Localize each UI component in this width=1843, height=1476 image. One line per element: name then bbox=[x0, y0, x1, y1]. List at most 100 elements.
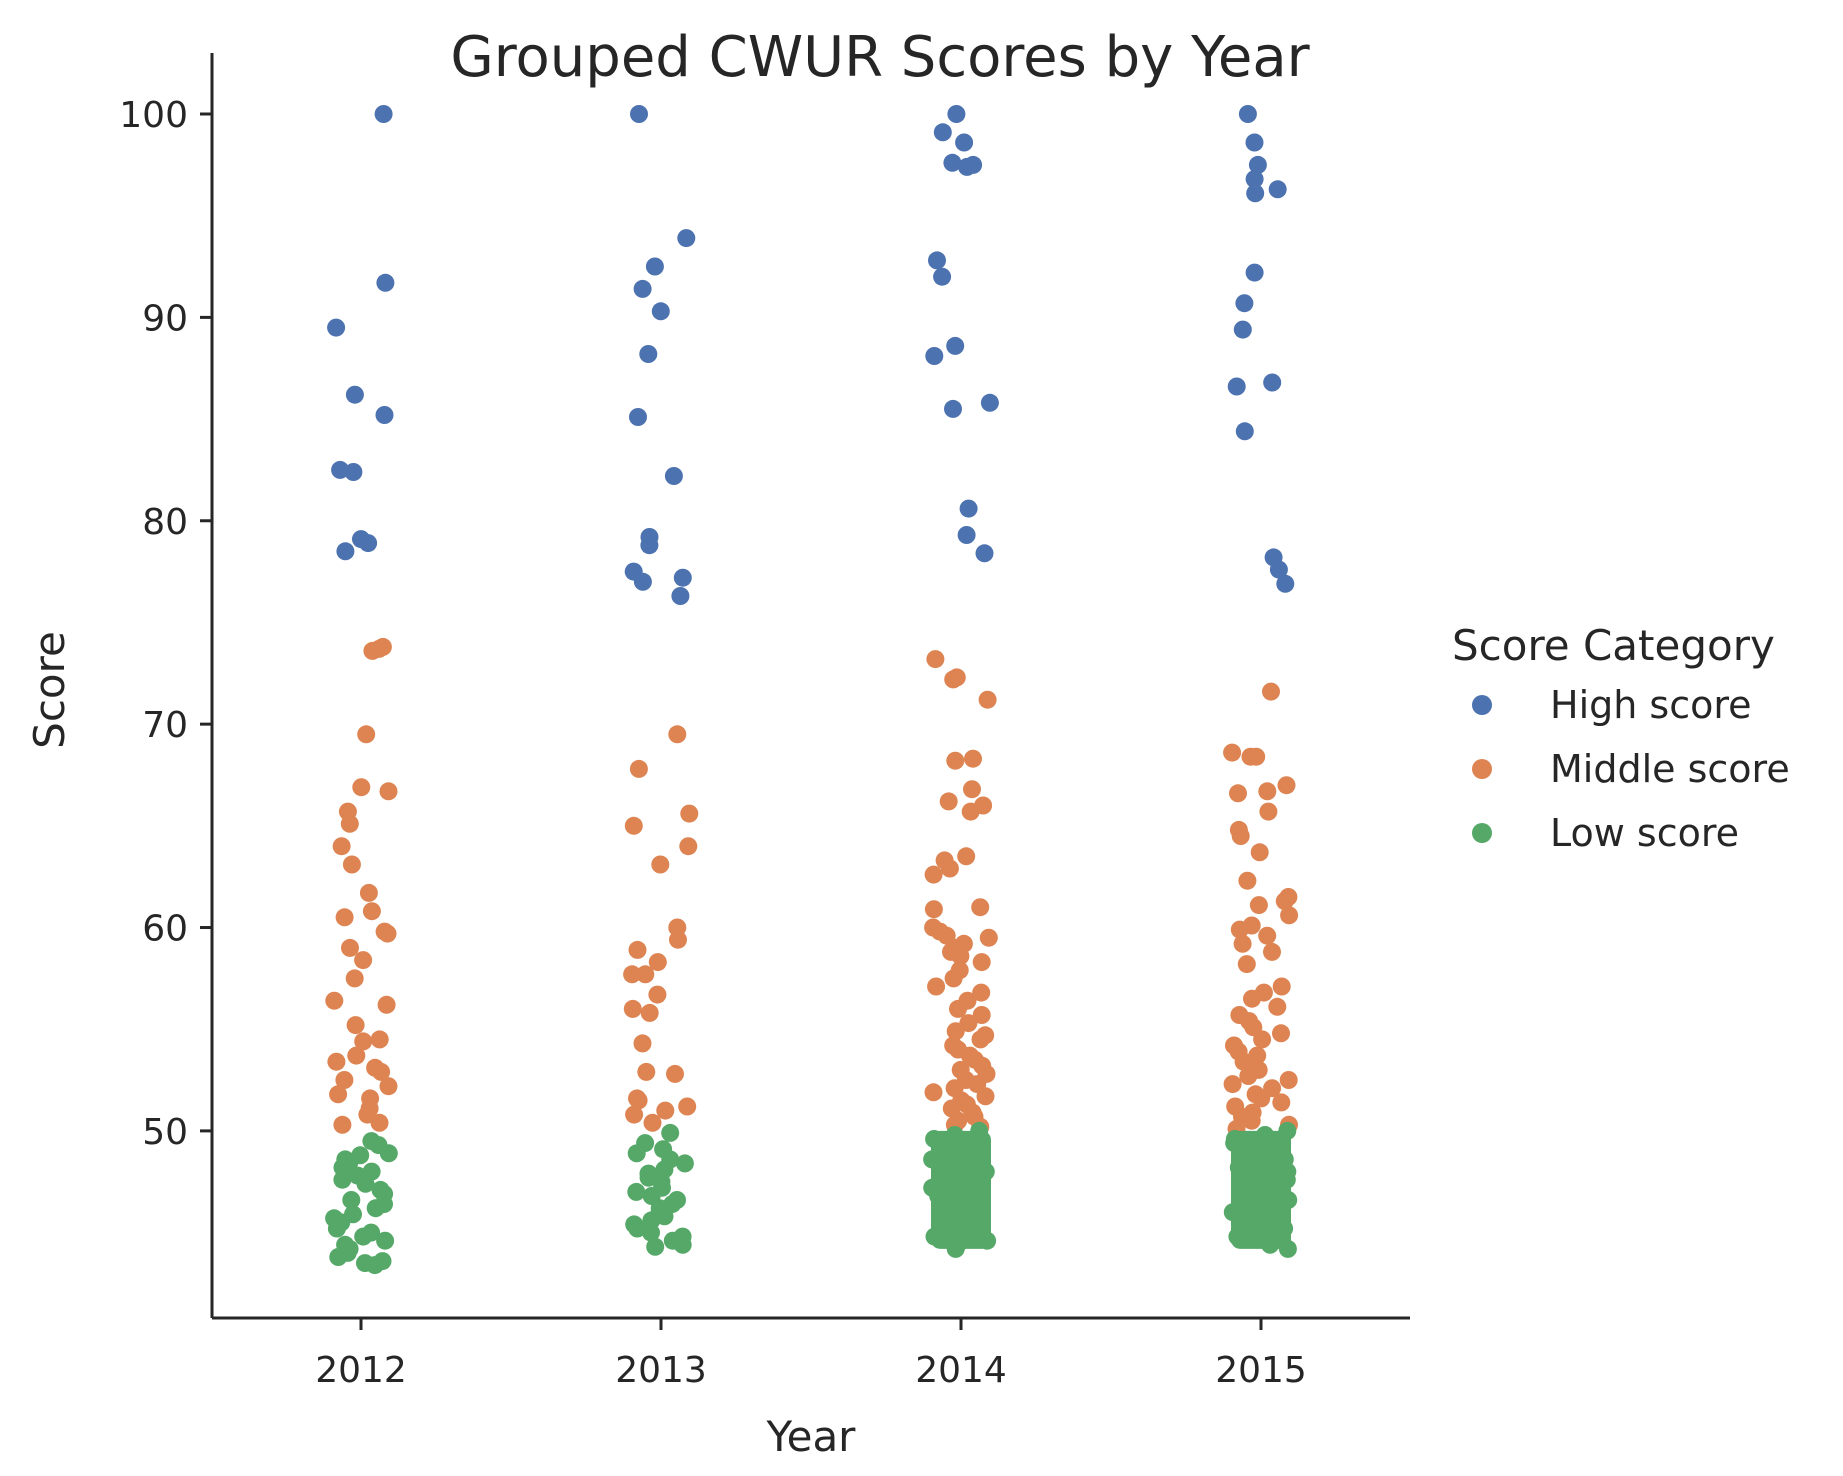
data-point bbox=[637, 1062, 656, 1081]
low-score-cluster bbox=[1231, 1130, 1291, 1249]
data-point bbox=[924, 865, 943, 884]
data-point bbox=[1242, 1111, 1261, 1130]
data-point bbox=[1272, 1024, 1290, 1043]
data-point bbox=[957, 526, 976, 544]
data-point bbox=[335, 908, 354, 927]
data-point bbox=[943, 153, 962, 172]
data-point bbox=[648, 985, 667, 1004]
legend-marker bbox=[1472, 759, 1492, 779]
data-point bbox=[640, 536, 659, 555]
data-point bbox=[1262, 682, 1280, 701]
data-point bbox=[342, 1191, 361, 1209]
x-tick-label: 2013 bbox=[615, 1350, 707, 1391]
legend-title: Score Category bbox=[1452, 621, 1775, 670]
data-point bbox=[1272, 977, 1291, 996]
data-point bbox=[627, 1182, 646, 1201]
data-point bbox=[971, 1030, 990, 1049]
data-point bbox=[933, 267, 952, 286]
y-tick-label: 60 bbox=[142, 909, 188, 950]
legend-label: High score bbox=[1550, 683, 1752, 727]
data-point bbox=[625, 1105, 644, 1124]
data-point bbox=[1235, 294, 1254, 313]
data-point bbox=[971, 898, 990, 917]
data-point bbox=[975, 544, 994, 563]
data-point bbox=[651, 302, 670, 321]
data-point bbox=[677, 229, 696, 248]
data-point bbox=[327, 1052, 346, 1071]
data-point bbox=[354, 1227, 373, 1246]
data-point bbox=[1249, 896, 1268, 915]
data-point bbox=[624, 816, 643, 835]
data-point bbox=[978, 690, 997, 709]
data-point bbox=[925, 347, 944, 365]
data-point bbox=[1263, 373, 1282, 392]
data-point bbox=[964, 749, 982, 768]
data-point bbox=[926, 650, 945, 669]
data-point bbox=[633, 572, 652, 591]
data-point bbox=[646, 1237, 665, 1256]
data-point bbox=[1247, 747, 1266, 766]
data-point bbox=[661, 1123, 680, 1142]
data-point bbox=[333, 1115, 352, 1134]
data-point bbox=[972, 1006, 991, 1024]
y-axis-label: Score bbox=[25, 631, 74, 749]
data-point bbox=[1277, 776, 1296, 795]
data-point bbox=[327, 318, 346, 337]
data-point bbox=[378, 924, 397, 943]
data-point bbox=[352, 778, 371, 797]
data-point bbox=[664, 467, 683, 485]
data-point bbox=[1239, 1067, 1258, 1085]
y-tick-label: 70 bbox=[142, 705, 188, 746]
data-point bbox=[377, 995, 396, 1014]
legend-label: Low score bbox=[1550, 811, 1739, 855]
data-point bbox=[1223, 1075, 1242, 1094]
data-point bbox=[374, 105, 393, 123]
data-point bbox=[1233, 320, 1252, 339]
data-point bbox=[957, 847, 976, 866]
data-point bbox=[947, 105, 966, 123]
data-point bbox=[1237, 955, 1256, 974]
data-point bbox=[376, 1231, 395, 1250]
data-point bbox=[1268, 180, 1287, 199]
data-point bbox=[340, 814, 359, 833]
data-point bbox=[972, 983, 991, 1002]
data-point bbox=[346, 1016, 365, 1035]
data-point bbox=[629, 1091, 648, 1110]
data-point bbox=[1229, 784, 1247, 803]
data-point bbox=[354, 951, 373, 970]
data-point bbox=[666, 1064, 684, 1083]
data-point bbox=[1238, 105, 1257, 123]
y-tick-label: 80 bbox=[142, 502, 188, 543]
data-point bbox=[1269, 560, 1288, 579]
x-tick-label: 2012 bbox=[315, 1350, 407, 1391]
data-point bbox=[376, 273, 395, 292]
data-point bbox=[972, 953, 991, 972]
data-point bbox=[636, 965, 655, 984]
data-point bbox=[1276, 574, 1295, 593]
data-point bbox=[375, 406, 394, 424]
data-point bbox=[1223, 743, 1242, 762]
data-point bbox=[1263, 942, 1281, 961]
data-point bbox=[332, 837, 351, 856]
data-point bbox=[980, 393, 999, 412]
data-point bbox=[363, 641, 382, 660]
data-point bbox=[628, 1219, 647, 1238]
data-point bbox=[1279, 1071, 1298, 1089]
x-tick-label: 2014 bbox=[915, 1350, 1007, 1391]
data-point bbox=[347, 1046, 366, 1065]
data-point bbox=[1245, 263, 1264, 282]
data-point bbox=[1280, 906, 1299, 925]
data-point bbox=[629, 759, 648, 778]
data-point bbox=[365, 1256, 384, 1275]
data-point bbox=[1227, 377, 1246, 396]
data-point bbox=[1238, 871, 1257, 890]
data-point bbox=[1258, 926, 1277, 945]
data-point bbox=[949, 999, 967, 1018]
data-point bbox=[946, 751, 965, 770]
data-point bbox=[1258, 782, 1277, 801]
data-point bbox=[928, 251, 946, 270]
y-tick-label: 50 bbox=[142, 1112, 188, 1153]
data-point bbox=[927, 977, 946, 996]
data-point bbox=[1248, 155, 1267, 174]
